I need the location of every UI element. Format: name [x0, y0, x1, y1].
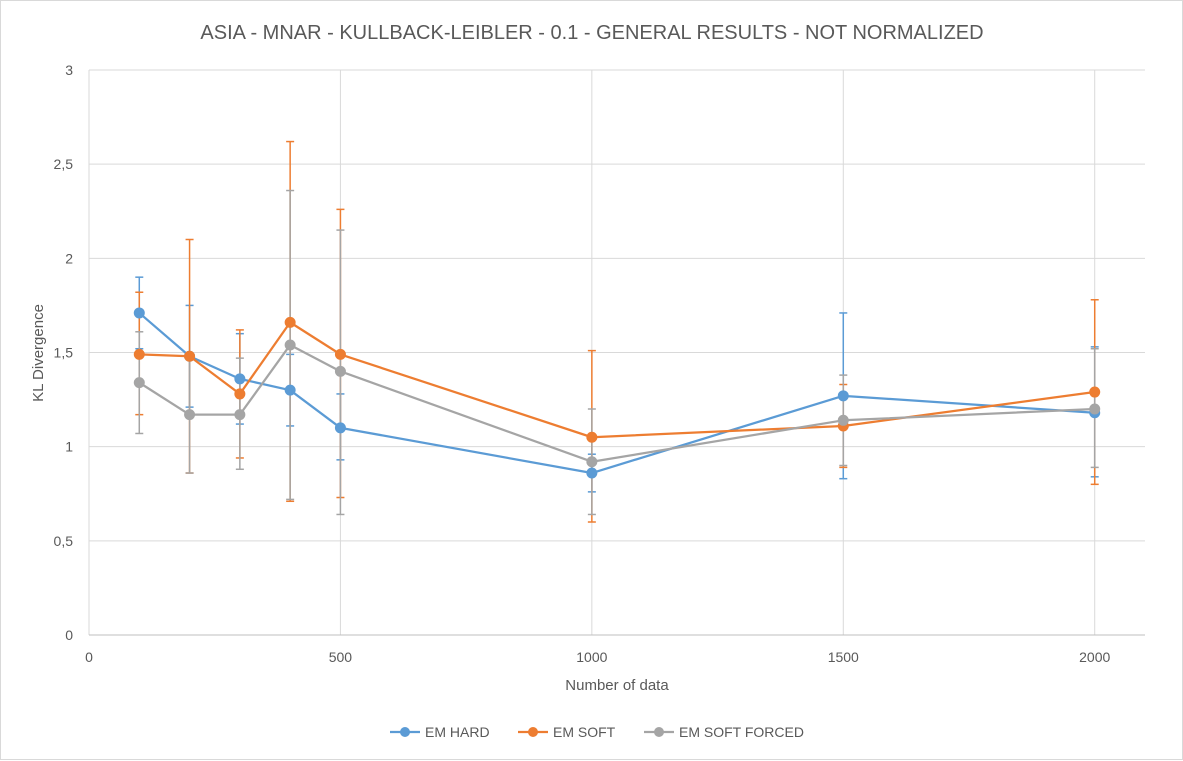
legend-label: EM SOFT: [553, 724, 616, 740]
y-tick-label: 2: [65, 250, 73, 266]
legend-swatch-marker: [654, 727, 664, 737]
grid-layer: [89, 69, 1145, 635]
chart-title: ASIA - MNAR - KULLBACK-LEIBLER - 0.1 - G…: [200, 22, 983, 44]
legend: EM HARD EM SOFT EM SOFT FORCED: [390, 724, 804, 740]
x-tick-label: 1500: [828, 649, 859, 665]
data-point: [133, 348, 145, 360]
legend-label: EM HARD: [425, 724, 490, 740]
data-point: [586, 431, 598, 443]
data-point: [234, 373, 246, 385]
data-point: [284, 339, 296, 351]
legend-swatch-marker: [400, 727, 410, 737]
series-line: [138, 343, 1095, 463]
legend-swatch-marker: [528, 727, 538, 737]
data-point: [184, 409, 196, 421]
data-point: [1089, 403, 1101, 415]
y-tick-label: 3: [65, 62, 73, 78]
axis-layer: 0 0,5 1 1,5 2 2,5 3 0 500 1000 1500 2000: [54, 62, 1145, 665]
data-point: [837, 414, 849, 426]
legend-label: EM SOFT FORCED: [679, 724, 804, 740]
x-axis-title: Number of data: [565, 677, 669, 694]
data-point: [334, 422, 346, 434]
y-tick-label: 0: [65, 627, 73, 643]
data-point: [837, 390, 849, 402]
data-point: [284, 316, 296, 328]
y-tick-label: 1: [65, 439, 73, 455]
data-point: [334, 348, 346, 360]
series-layer: [133, 307, 1101, 479]
data-point: [586, 467, 598, 479]
data-point: [284, 384, 296, 396]
series-line: [138, 312, 1095, 475]
y-axis-title: KL Divergence: [30, 304, 47, 402]
data-point: [1089, 386, 1101, 398]
data-point: [133, 307, 145, 319]
data-point: [184, 350, 196, 362]
x-tick-label: 2000: [1079, 649, 1110, 665]
x-tick-label: 1000: [576, 649, 607, 665]
data-point: [133, 377, 145, 389]
data-point: [334, 365, 346, 377]
series-line: [139, 321, 1095, 439]
data-point: [586, 456, 598, 468]
data-point: [234, 409, 246, 421]
y-tick-label: 2,5: [54, 156, 74, 172]
y-tick-label: 0,5: [54, 533, 74, 549]
x-tick-label: 0: [85, 649, 93, 665]
y-tick-label: 1,5: [54, 345, 74, 361]
data-point: [234, 388, 246, 400]
x-tick-label: 500: [329, 649, 353, 665]
